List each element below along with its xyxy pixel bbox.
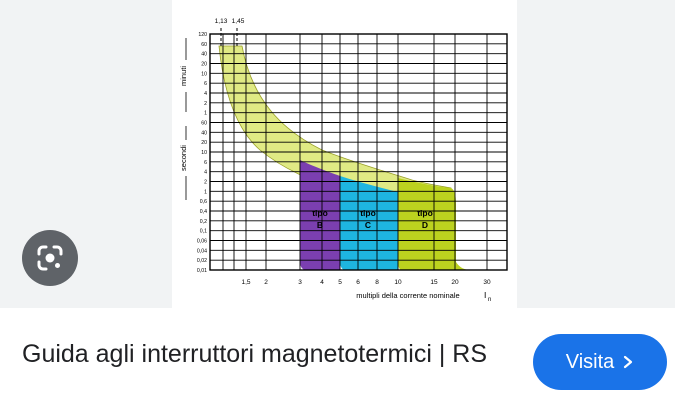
x-tick-label: 20 [451, 279, 459, 286]
label-tipo-b-bottom: B [317, 220, 323, 230]
x-tick-label: 4 [320, 279, 324, 286]
grid-lines [209, 33, 508, 271]
y-tick-label: 2 [204, 180, 207, 186]
result-title[interactable]: Guida agli interruttori magnetotermici |… [22, 340, 488, 368]
image-preview-area: 1,13 1,45 120 60 40 20 10 6 4 2 1 60 40 20 10 6 4 2 1 0,6… [0, 0, 675, 308]
y-tick-label: 1 [204, 189, 207, 195]
y-tick-label: 0,2 [200, 219, 207, 225]
visit-button-label: Visita [565, 350, 615, 373]
google-lens-button[interactable] [22, 230, 78, 286]
google-lens-icon [37, 245, 63, 271]
x-tick-label: 5 [338, 279, 342, 286]
y-tick-label: 4 [204, 91, 207, 97]
label-tipo-b-top: tipo [312, 208, 328, 218]
y-tick-label: 6 [204, 160, 207, 166]
x-axis-subscript: n [488, 297, 491, 303]
y-tick-label: 20 [201, 62, 207, 68]
x-axis-label: multipli della corrente nominale [356, 291, 459, 300]
x-axis-symbol: I [484, 290, 486, 300]
y-tick-label: 0,06 [197, 239, 207, 245]
x-tick-labels: 1,5 2 3 4 5 6 8 10 15 20 30 [241, 279, 491, 286]
visit-button[interactable]: Visita [533, 334, 667, 390]
label-tipo-d-bottom: D [422, 220, 428, 230]
ylabel-minuti: minuti [179, 66, 188, 86]
region-tipo-c [340, 176, 398, 270]
ylabel-secondi: secondi [179, 145, 188, 171]
y-tick-label: 0,04 [197, 248, 207, 254]
y-tick-label: 10 [201, 71, 207, 77]
y-tick-label: 0,6 [200, 199, 207, 205]
x-tick-label: 1,5 [241, 279, 250, 286]
region-tipo-d [398, 178, 472, 270]
y-tick-label: 0,4 [200, 209, 207, 215]
chart-image[interactable]: 1,13 1,45 120 60 40 20 10 6 4 2 1 60 40 20 10 6 4 2 1 0,6… [172, 0, 517, 308]
y-tick-label: 120 [198, 32, 207, 38]
chevron-right-icon [624, 355, 633, 369]
x-tick-label: 6 [356, 279, 360, 286]
x-tick-label: 30 [483, 279, 491, 286]
x-tick-label: 10 [394, 279, 402, 286]
label-tipo-c-bottom: C [365, 220, 371, 230]
y-tick-labels: 120 60 40 20 10 6 4 2 1 60 40 20 10 6 4 2 1 0,6 0,4 0,2 0,1 0… [197, 32, 207, 274]
y-tick-label: 40 [201, 52, 207, 58]
y-tick-label: 0,1 [200, 229, 207, 235]
trip-curve-chart: 1,13 1,45 120 60 40 20 10 6 4 2 1 60 40 20 10 6 4 2 1 0,6… [179, 18, 508, 303]
x-tick-label: 2 [264, 279, 268, 286]
y-tick-label: 4 [204, 170, 207, 176]
region-tipo-b [300, 160, 340, 270]
x-tick-label: 8 [375, 279, 379, 286]
y-tick-label: 10 [201, 150, 207, 156]
y-tick-label: 0,02 [197, 258, 207, 264]
marker-label-145: 1,45 [232, 18, 245, 25]
x-tick-label: 3 [298, 279, 302, 286]
y-tick-label: 60 [201, 121, 207, 127]
y-tick-label: 40 [201, 130, 207, 136]
y-tick-label: 0,01 [197, 268, 207, 274]
marker-label-113: 1,13 [215, 18, 228, 25]
y-tick-label: 20 [201, 140, 207, 146]
y-tick-label: 6 [204, 81, 207, 87]
x-tick-label: 15 [430, 279, 438, 286]
label-tipo-c-top: tipo [360, 208, 376, 218]
label-tipo-d-top: tipo [417, 208, 433, 218]
y-tick-label: 1 [204, 111, 207, 117]
y-tick-label: 60 [201, 42, 207, 48]
y-tick-label: 2 [204, 101, 207, 107]
